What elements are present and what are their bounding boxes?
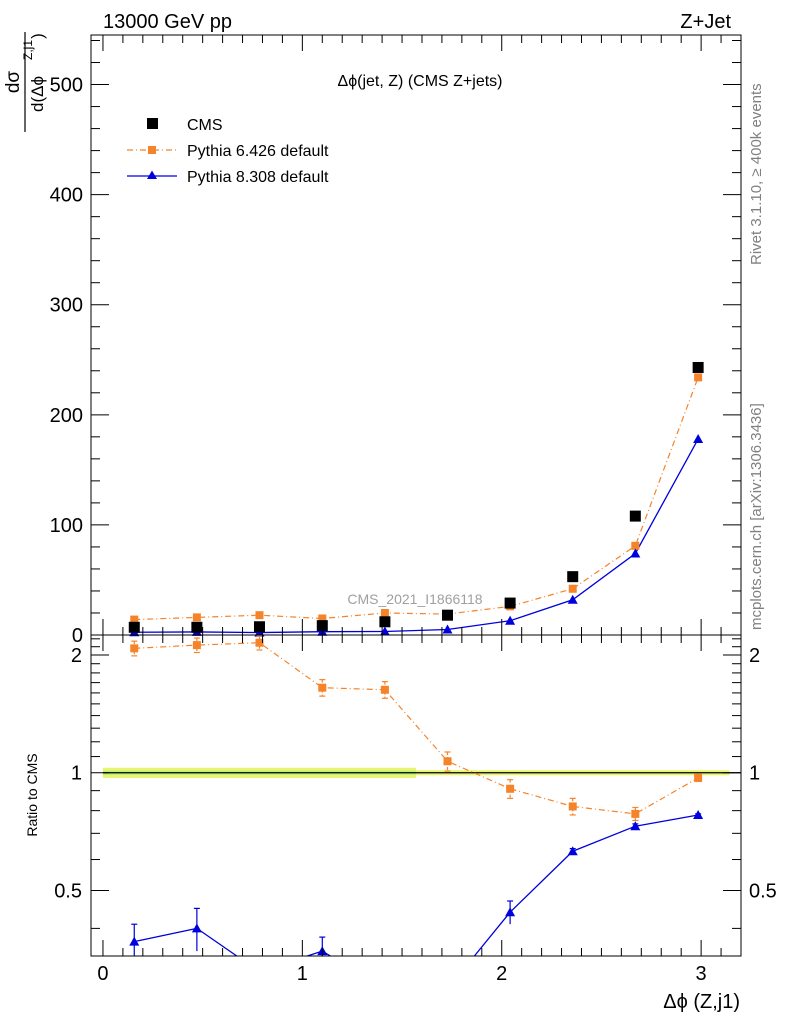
main-data-marks [128, 361, 704, 637]
legend-entry-pythia8: Pythia 8.308 default [127, 169, 329, 186]
ratio-pythia6-point [318, 683, 327, 692]
main-axis-ticks: 0 100 200 300 400 500 [50, 35, 742, 647]
ratio-pythia6-point [255, 638, 264, 647]
ratio-pythia8-point [129, 936, 140, 946]
pythia8-point [567, 594, 578, 604]
main-panel: 0 100 200 300 400 500 Δϕ(jet, Z) (CMS Z+jets)… [3, 32, 742, 647]
cms-point [629, 510, 641, 522]
plot-title: Δϕ(jet, Z) (CMS Z+jets) [338, 73, 503, 90]
energy-label: 13000 GeV pp [103, 11, 232, 33]
ratio-y-tick-label-left: 1 [71, 763, 82, 785]
pythia8-point [505, 615, 516, 625]
ratio-pythia6-point [568, 802, 577, 811]
pythia8-point [693, 434, 704, 444]
x-tick-label: 0 [97, 963, 108, 985]
ratio-y-tick-label-right: 1 [749, 763, 760, 785]
ratio-data-marks [102, 635, 741, 957]
pythia6-point [380, 608, 389, 617]
pythia6-line [134, 377, 699, 621]
main-y-tick-label: 500 [50, 75, 83, 97]
ratio-pythia8-line-segment [635, 814, 699, 827]
legend-label-pythia8: Pythia 8.308 default [187, 169, 329, 186]
ylabel-numerator: dσ [3, 71, 24, 94]
pythia6-point [631, 541, 640, 550]
ratio-pythia8-line-segment [134, 927, 198, 943]
ratio-pythia6-point [192, 641, 201, 650]
ratio-pythia8-point [693, 809, 704, 819]
x-tick-label: 3 [696, 963, 707, 985]
ratio-y-tick-label-right: 2 [749, 645, 760, 667]
ratio-pythia6-point [631, 809, 640, 818]
main-y-axis-label: dσ d(Δϕ Z,j1 ) [3, 32, 47, 132]
ratio-pythia8-line-segment [572, 825, 636, 852]
ratio-y-tick-label-left: 2 [71, 645, 82, 667]
pythia6-point [568, 584, 577, 593]
ratio-pythia8-line-segment [473, 911, 511, 957]
pythia6-point [318, 614, 327, 623]
cms-point [567, 571, 579, 583]
ratio-panel: 0.5 0.5 1 1 2 2 0 1 2 3 Ratio to CMS Δϕ (Z,j1) [24, 634, 777, 1013]
ratio-y-tick-label-right: 0.5 [749, 880, 777, 902]
main-y-tick-label: 100 [50, 515, 83, 537]
ratio-pythia6-point [130, 644, 139, 653]
cms-point [191, 621, 203, 633]
x-tick-label: 2 [496, 963, 507, 985]
legend-entry-pythia6: Pythia 6.426 default [127, 143, 329, 160]
legend-marker-cms [147, 118, 158, 129]
cms-point [316, 620, 328, 632]
ratio-pythia8-point [505, 907, 516, 917]
pythia8-point [630, 548, 641, 558]
ratio-pythia8-point [567, 846, 578, 856]
ratio-pythia8-line-segment [509, 850, 574, 913]
ratio-pythia8-point [630, 821, 641, 831]
ratio-axis-ticks: 0.5 0.5 1 1 2 2 0 1 2 3 [54, 635, 777, 985]
legend-marker-pythia8 [147, 170, 157, 179]
pythia8-point [442, 624, 453, 634]
x-axis-label: Δϕ (Z,j1) [663, 991, 740, 1013]
cms-point [504, 597, 516, 609]
main-y-tick-label: 400 [50, 185, 83, 207]
cms-point [442, 609, 454, 621]
process-label: Z+Jet [680, 11, 731, 33]
pythia8-line [134, 438, 699, 634]
rivet-label: Rivet 3.1.10, ≥ 400k events [748, 83, 765, 265]
ylabel-superscript: Z,j1 [21, 40, 35, 60]
analysis-watermark: CMS_2021_I1866118 [347, 591, 482, 607]
legend: CMS Pythia 6.426 default Pythia 8.308 de… [127, 117, 329, 186]
ratio-pythia6-line [134, 642, 699, 815]
ratio-pythia6-point [506, 784, 515, 793]
pythia6-point [255, 611, 264, 620]
mcplots-label: mcplots.cern.ch [arXiv:1306.3436] [748, 403, 765, 630]
legend-label-pythia6: Pythia 6.426 default [187, 143, 329, 160]
ylabel-close-paren: ) [28, 33, 47, 39]
ratio-y-tick-label-left: 0.5 [54, 880, 82, 902]
ratio-pythia8-line-segment [196, 927, 238, 957]
ratio-pythia8-point [191, 923, 202, 933]
ratio-y-axis-label: Ratio to CMS [24, 753, 40, 836]
x-tick-label: 1 [297, 963, 308, 985]
cms-point [128, 621, 140, 633]
main-y-tick-label: 300 [50, 295, 83, 317]
pythia6-point [130, 615, 139, 624]
legend-entry-cms: CMS [147, 117, 223, 134]
pythia6-point [192, 613, 201, 622]
ratio-frame [90, 634, 742, 957]
main-y-tick-label: 0 [72, 625, 83, 647]
cms-point [692, 361, 704, 373]
cms-point [253, 621, 265, 633]
ratio-pythia6-point [694, 773, 703, 782]
legend-marker-pythia6 [148, 146, 156, 154]
legend-label-cms: CMS [187, 117, 223, 134]
ratio-pythia6-point [443, 757, 452, 766]
main-y-tick-label: 200 [50, 405, 83, 427]
pythia6-point [694, 373, 703, 382]
cms-point [379, 616, 391, 628]
ylabel-denominator: d(Δϕ [28, 76, 47, 112]
ratio-pythia6-point [380, 685, 389, 694]
